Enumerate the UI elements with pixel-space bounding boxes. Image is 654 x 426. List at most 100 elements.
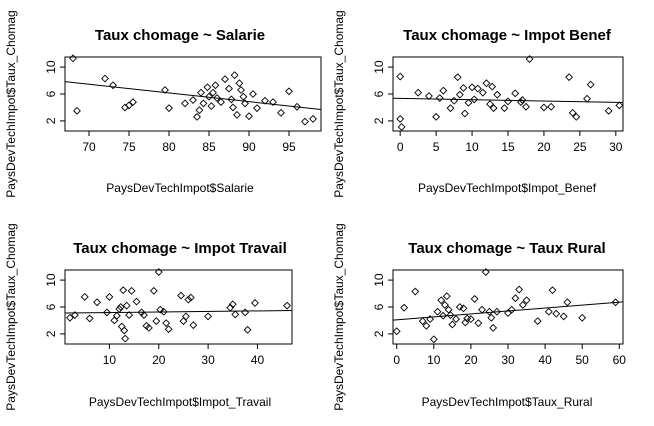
- data-point: [515, 285, 524, 294]
- panel-1: Taux chomage ~ Salarie 70 75 80 85 90 95 2 6 10 Pa…: [4, 10, 322, 198]
- panel-4: Taux chomage ~ Taux Rural 0 10 20 30 40 50 60 2 6…: [332, 223, 626, 410]
- data-point: [221, 75, 229, 84]
- regression-line: [393, 97, 623, 104]
- data-point: [522, 102, 530, 111]
- data-point: [197, 88, 205, 97]
- data-point: [459, 84, 468, 92]
- x-tick-label: 0: [397, 140, 404, 154]
- x-tick-label: 10: [427, 353, 441, 367]
- x-tick-label: 10: [465, 140, 479, 154]
- data-point: [154, 268, 163, 276]
- data-point: [478, 88, 487, 97]
- data-point: [511, 89, 520, 98]
- data-point: [132, 297, 141, 306]
- data-point: [217, 98, 225, 107]
- chart-title: Taux chomage ~ Salarie: [95, 27, 265, 44]
- data-point: [485, 307, 494, 316]
- data-point: [437, 296, 446, 305]
- data-point: [442, 292, 451, 301]
- data-point: [226, 303, 235, 312]
- x-tick-label: 20: [152, 353, 166, 367]
- data-point: [552, 309, 561, 318]
- x-tick-label: 95: [282, 140, 296, 154]
- data-point: [563, 298, 572, 307]
- data-point: [65, 313, 74, 322]
- data-point: [207, 102, 216, 111]
- y-tick-label: 2: [372, 117, 386, 124]
- data-point: [103, 308, 111, 317]
- data-point: [444, 305, 453, 314]
- data-point: [474, 319, 483, 328]
- data-point: [455, 303, 464, 311]
- data-point: [122, 301, 131, 310]
- x-tick-label: 25: [573, 140, 587, 154]
- data-point: [396, 114, 405, 123]
- data-point: [177, 291, 185, 300]
- data-point: [119, 286, 128, 295]
- data-point: [301, 117, 309, 126]
- data-point: [144, 323, 153, 332]
- data-point: [422, 321, 431, 330]
- x-tick-label: 60: [613, 353, 627, 367]
- data-point: [583, 94, 591, 103]
- data-point: [186, 293, 195, 302]
- data-point: [245, 112, 253, 121]
- data-point: [213, 94, 221, 102]
- data-point: [478, 305, 486, 314]
- data-point: [101, 74, 109, 83]
- data-point: [165, 104, 173, 113]
- chart-title: Taux chomage ~ Impot Travail: [73, 240, 287, 257]
- data-point: [110, 316, 119, 325]
- data-point: [269, 98, 277, 107]
- data-point: [493, 90, 502, 99]
- data-point: [181, 99, 189, 108]
- data-point: [517, 98, 525, 107]
- data-point: [392, 327, 401, 336]
- data-point: [439, 86, 448, 95]
- data-point: [425, 92, 433, 100]
- data-point: [181, 312, 190, 321]
- data-point: [586, 80, 595, 89]
- data-point: [189, 321, 198, 330]
- data-point: [85, 314, 94, 323]
- data-point: [459, 304, 468, 313]
- data-point: [231, 310, 240, 319]
- x-axis-label: PaysDevTechImpot$Taux_Rural: [422, 395, 593, 409]
- data-point: [229, 103, 237, 112]
- data-point: [241, 308, 250, 317]
- data-point: [230, 71, 239, 80]
- data-point: [615, 101, 624, 110]
- x-tick-label: 40: [538, 353, 552, 367]
- data-point: [548, 286, 557, 295]
- panel-3: Taux chomage ~ Impot Travail 10 20 30 40 2 6 10…: [4, 223, 293, 411]
- data-point: [80, 292, 89, 301]
- data-point: [433, 307, 442, 316]
- data-point: [120, 326, 129, 335]
- panel-2: Taux chomage ~ Impot Benef 0 5 10 15 20 25 30 2 6…: [332, 10, 624, 198]
- data-point: [309, 114, 317, 123]
- data-point: [397, 123, 406, 131]
- x-tick-label: 40: [251, 353, 265, 367]
- x-axis-label: PaysDevTechImpot$Impot_Benef: [418, 181, 597, 195]
- data-point: [109, 81, 117, 90]
- data-point: [251, 299, 259, 307]
- x-tick-label: 20: [464, 353, 478, 367]
- y-tick-label: 2: [372, 330, 386, 337]
- data-point: [93, 298, 102, 307]
- x-tick-label: 80: [162, 140, 176, 154]
- data-point: [473, 84, 482, 93]
- data-point: [511, 294, 520, 303]
- data-point: [486, 100, 494, 109]
- data-point: [559, 312, 568, 321]
- data-point: [105, 292, 114, 301]
- data-point: [504, 97, 512, 106]
- data-point: [540, 103, 548, 112]
- data-point: [69, 54, 77, 63]
- data-point: [414, 88, 423, 97]
- x-tick-label: 10: [103, 353, 117, 367]
- chart-title: Taux chomage ~ Taux Rural: [408, 240, 605, 257]
- data-point: [611, 298, 620, 307]
- data-point: [73, 106, 81, 115]
- x-tick-label: 15: [501, 140, 515, 154]
- y-tick-label: 10: [44, 273, 58, 287]
